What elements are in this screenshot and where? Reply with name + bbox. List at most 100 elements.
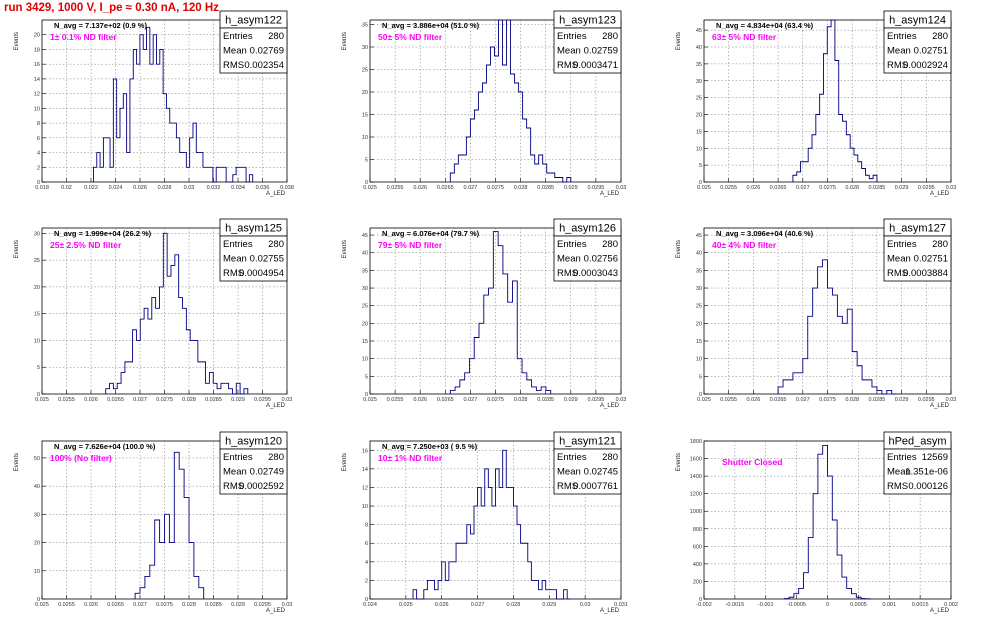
- x-tick-label: 0.0265: [107, 397, 124, 403]
- y-tick-label: 25: [362, 68, 368, 74]
- stats-mean-value: 0.02756: [584, 254, 618, 265]
- filter-note: 1± 0.1% ND filter: [50, 32, 117, 42]
- x-tick-label: 0.024: [109, 185, 123, 191]
- x-tick-label: 0.0275: [487, 397, 504, 403]
- y-tick-label: 50: [34, 456, 40, 462]
- x-tick-label: 0.022: [84, 185, 98, 191]
- y-tick-label: 0: [699, 392, 702, 398]
- stats-body-frame: [219, 448, 288, 495]
- x-tick-label: 0.028: [514, 185, 528, 191]
- stats-body-frame: [883, 235, 952, 282]
- histogram-panel-h_asym122: 0.018 0.02 0.022 0.024 0.026 0.028 0.03 0.032 0.…: [14, 10, 294, 197]
- stats-mean-label: Mean: [223, 46, 247, 57]
- stats-entries-label: Entries: [887, 31, 917, 42]
- x-axis-label: A_LED: [600, 403, 620, 409]
- y-tick-label: 20: [696, 321, 702, 327]
- stats-title: h_asym122: [225, 15, 282, 27]
- stats-rms-value: 0.000126: [908, 481, 948, 492]
- y-tick-label: 8: [365, 523, 368, 529]
- x-axis-label: A_LED: [930, 403, 950, 409]
- x-tick-label: 0.028: [182, 397, 196, 403]
- x-tick-label: 0.0275: [156, 397, 173, 403]
- navg-label: N_avg = 1.999e+04 (26.2 %): [54, 229, 152, 238]
- x-tick-label: 0.038: [280, 185, 294, 191]
- page-title: run 3429, 1000 V, I_pe ≈ 0.30 nA, 120 Hz: [4, 2, 219, 14]
- y-tick-label: 5: [699, 163, 702, 169]
- x-tick-label: 0.025: [363, 185, 377, 191]
- x-tick-label: 0.025: [697, 397, 711, 403]
- y-tick-label: 0: [365, 180, 368, 186]
- x-tick-label: 0.0285: [537, 185, 554, 191]
- stats-entries-value: 280: [268, 452, 284, 463]
- y-tick-label: 4: [37, 151, 40, 157]
- y-tick-label: 30: [696, 79, 702, 85]
- stats-mean-label: Mean: [887, 254, 911, 265]
- x-tick-label: 0.029: [564, 185, 578, 191]
- y-tick-label: 15: [34, 312, 40, 318]
- x-tick-label: 0.0285: [868, 397, 885, 403]
- x-tick-label: 0.0285: [537, 397, 554, 403]
- x-axis-label: A_LED: [930, 191, 950, 197]
- y-tick-label: 1600: [690, 457, 702, 463]
- x-tick-label: 0.0275: [819, 185, 836, 191]
- x-tick-label: 0.0005: [850, 602, 867, 608]
- histogram-line: [783, 444, 872, 600]
- filter-note: 25± 2.5% ND filter: [50, 240, 122, 250]
- stats-rms-value: 0.0002924: [903, 60, 948, 71]
- y-axis-label: Events: [676, 32, 682, 50]
- stats-box: h_asym125 Entries 280 Mean 0.02755 RMS0.00049…: [219, 218, 288, 282]
- y-tick-label: 2: [37, 165, 40, 171]
- filter-note: Shutter Closed: [722, 457, 782, 467]
- y-tick-label: 15: [696, 129, 702, 135]
- stats-mean-label: Mean: [557, 254, 581, 265]
- y-tick-label: 14: [362, 467, 368, 473]
- stats-box: h_asym122 Entries 280 Mean 0.02769 RMS 0.00235…: [219, 10, 288, 74]
- x-tick-label: 0.0255: [720, 185, 737, 191]
- y-tick-label: 40: [362, 251, 368, 257]
- stats-entries-label: Entries: [887, 239, 917, 250]
- navg-label: N_avg = 4.834e+04 (63.4 %): [716, 21, 814, 30]
- navg-label: N_avg = 3.886e+04 (51.0 %): [382, 21, 480, 30]
- y-tick-label: 25: [362, 304, 368, 310]
- x-tick-label: 0.026: [413, 185, 427, 191]
- x-tick-label: 0.0295: [254, 602, 271, 608]
- y-tick-label: 0: [365, 392, 368, 398]
- stats-body-frame: [219, 235, 288, 282]
- y-tick-label: 0: [699, 597, 702, 603]
- histogram-line: [412, 449, 571, 600]
- x-tick-label: 0.0255: [58, 397, 75, 403]
- stats-rms-label: RMS: [223, 481, 244, 492]
- histogram-line: [777, 259, 897, 395]
- y-tick-label: 10: [34, 569, 40, 575]
- x-tick-label: 0.03: [616, 397, 627, 403]
- y-tick-label: 15: [362, 113, 368, 119]
- stats-rms-label: RMS: [557, 268, 578, 279]
- stats-rms-label: RMS: [887, 268, 908, 279]
- histogram-panel-h_asym121: 0.024 0.025 0.026 0.027 0.028 0.029 0.03 0.031 0…: [342, 431, 628, 614]
- x-tick-label: 0.029: [542, 602, 556, 608]
- x-tick-label: 0.027: [133, 397, 147, 403]
- y-tick-label: 35: [696, 62, 702, 68]
- histogram-panel-hPed_asym: -0.002 -0.0015 -0.001 -0.0005 0 0.0005 0.001 0.…: [676, 431, 958, 614]
- x-tick-label: 0.029: [231, 397, 245, 403]
- stats-rms-value: 0.0003884: [903, 268, 948, 279]
- x-axis-label: A_LED: [600, 191, 620, 197]
- y-tick-label: 0: [699, 180, 702, 186]
- x-tick-label: 0.0255: [387, 397, 404, 403]
- stats-rms-label: RMS: [223, 60, 244, 71]
- y-tick-label: 16: [362, 448, 368, 454]
- x-tick-label: 0.036: [256, 185, 270, 191]
- histogram-panel-h_asym127: 0.025 0.0255 0.026 0.0265 0.027 0.0275 0.028 0.…: [676, 218, 956, 409]
- stats-mean-value: 1.351e-06: [905, 467, 948, 478]
- x-tick-label: 0.028: [845, 397, 859, 403]
- x-tick-label: 0.0265: [107, 602, 124, 608]
- y-tick-label: 10: [34, 338, 40, 344]
- y-tick-label: 25: [696, 96, 702, 102]
- y-tick-label: 800: [693, 527, 702, 533]
- histogram-panel-h_asym126: 0.025 0.0255 0.026 0.0265 0.027 0.0275 0.028 0.…: [342, 218, 627, 409]
- stats-entries-label: Entries: [223, 452, 253, 463]
- histogram-panel-h_asym123: 0.025 0.0255 0.026 0.0265 0.027 0.0275 0.028 0.…: [342, 10, 626, 197]
- filter-note: 100% (No filter): [50, 453, 112, 463]
- stats-entries-label: Entries: [223, 31, 253, 42]
